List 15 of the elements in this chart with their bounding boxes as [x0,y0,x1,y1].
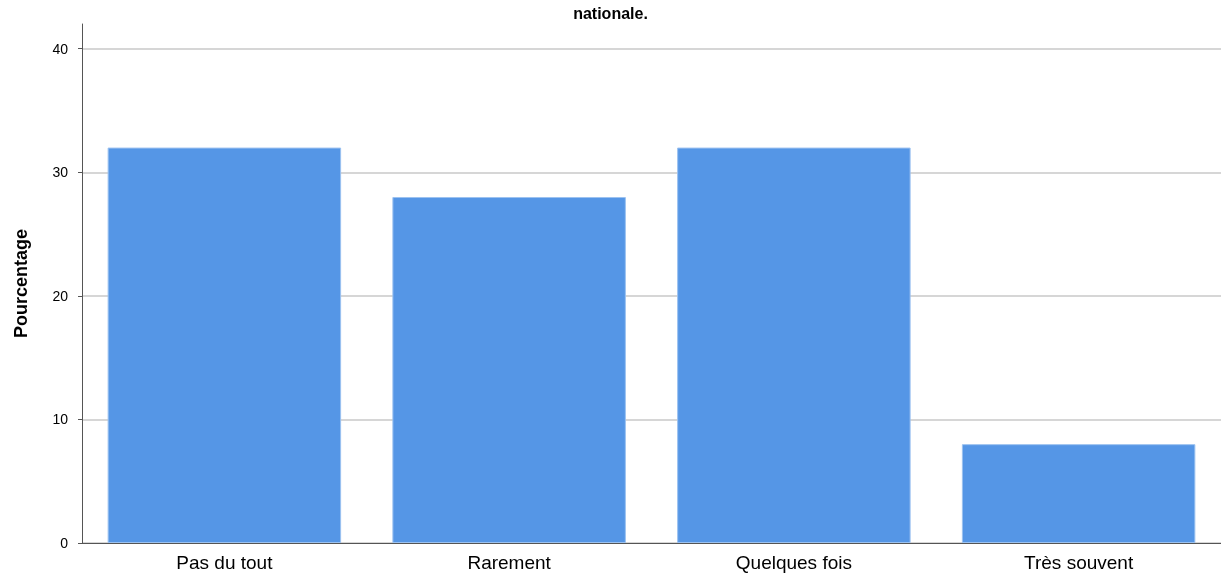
chart-title: nationale. [573,4,648,22]
y-tick-label: 20 [52,287,69,304]
x-tick-label: Quelques fois [735,552,852,573]
y-tick-label: 30 [52,164,69,181]
x-tick-label: Très souvent [1024,552,1134,573]
y-tick-label: 0 [60,535,69,551]
bar [961,444,1196,543]
bar [392,197,626,543]
bar [107,147,342,543]
bar [677,147,911,543]
x-tick-label: Rarement [467,552,552,573]
y-axis-title: Pourcentage [11,228,31,339]
x-tick-label: Pas du tout [176,552,274,573]
y-tick-label: 40 [52,40,69,57]
y-tick-label: 10 [52,411,69,428]
